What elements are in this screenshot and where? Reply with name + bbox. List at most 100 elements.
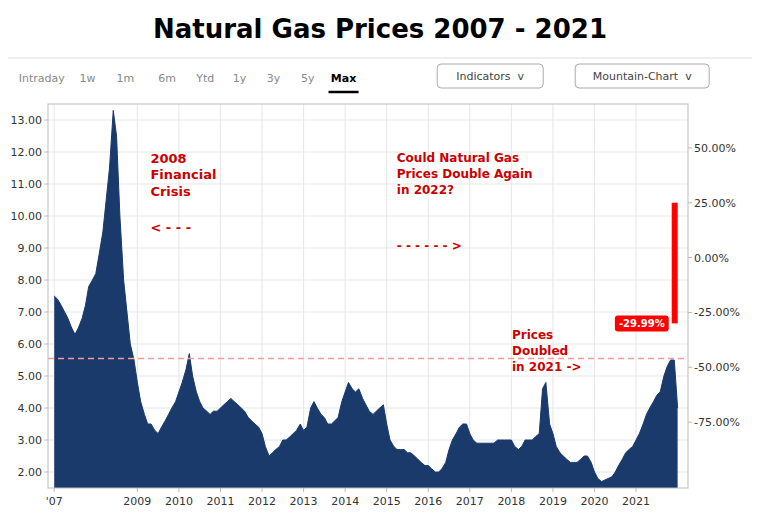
change-badge: -29.99% — [615, 315, 669, 331]
x-tick — [636, 488, 637, 492]
x-tick-label: 2018 — [497, 495, 525, 508]
button-label[interactable]: Mountain-Chart v — [593, 70, 692, 83]
y-tick-label: 7.00 — [18, 306, 43, 319]
x-tick — [178, 488, 179, 492]
x-tick — [54, 488, 55, 492]
x-tick — [386, 488, 387, 492]
button-label[interactable]: Indicators v — [456, 70, 524, 83]
x-tick — [469, 488, 470, 492]
nav-item[interactable]: Intraday — [19, 72, 66, 85]
nav-item[interactable]: Ytd — [195, 72, 214, 85]
x-tick-label: 2010 — [165, 495, 193, 508]
button-frame[interactable] — [575, 64, 709, 88]
y-tick-label: 12.00 — [11, 146, 43, 159]
y-tick — [44, 280, 48, 281]
y-tick-label: 10.00 — [11, 210, 43, 223]
y2-tick-label: 50.00% — [694, 142, 736, 155]
y2-tick — [688, 202, 692, 203]
x-tick — [303, 488, 304, 492]
x-tick-label: 2013 — [290, 495, 318, 508]
grid-line — [48, 152, 688, 153]
nav-item[interactable]: 6m — [158, 72, 176, 85]
x-tick — [511, 488, 512, 492]
x-tick — [137, 488, 138, 492]
y-tick-label: 13.00 — [11, 114, 43, 127]
x-tick-label: 2009 — [123, 495, 151, 508]
chart-canvas: Natural Gas Prices 2007 - 2021 Intraday 1w… — [0, 0, 760, 530]
y2-tick-label: -25.00% — [694, 306, 740, 319]
y2-tick — [688, 147, 692, 148]
plot-frame — [48, 104, 688, 488]
nav-active-underline — [329, 91, 359, 94]
y2-tick-label: -75.00% — [694, 416, 740, 429]
price-area — [54, 110, 677, 488]
y2-tick-label: 25.00% — [694, 197, 736, 210]
change-label: -29.99% — [619, 318, 665, 329]
y-tick — [44, 376, 48, 377]
y-tick — [44, 248, 48, 249]
toolbar-button[interactable]: Indicators v — [437, 64, 543, 88]
y-tick-label: 9.00 — [18, 242, 43, 255]
nav-item[interactable]: 1y — [233, 72, 247, 85]
y-tick-label: 2.00 — [18, 466, 43, 479]
grid-line — [594, 104, 595, 488]
grid-line — [48, 312, 688, 313]
y-tick-label: 4.00 — [18, 402, 43, 415]
y-tick-label: 3.00 — [18, 434, 43, 447]
y-tick — [44, 408, 48, 409]
change-badge-bg — [615, 315, 669, 331]
y-tick-label: 6.00 — [18, 338, 43, 351]
price-line — [54, 110, 677, 481]
y2-tick — [688, 422, 692, 423]
button-frame[interactable] — [437, 64, 543, 88]
nav-item[interactable]: Max — [331, 72, 356, 85]
x-tick — [345, 488, 346, 492]
plot-data — [48, 110, 688, 488]
grid-line — [48, 120, 688, 121]
grid-line — [48, 280, 688, 281]
grid-line — [552, 104, 553, 488]
grid-line — [48, 184, 688, 185]
x-tick — [594, 488, 595, 492]
annotation: PricesDoubledin 2021 -> — [512, 328, 581, 374]
y-tick-label: 11.00 — [11, 178, 43, 191]
nav-item[interactable]: 1m — [117, 72, 135, 85]
x-tick-label: 2021 — [622, 495, 650, 508]
y-tick-label: 5.00 — [18, 370, 43, 383]
change-bar — [672, 203, 678, 324]
separator — [8, 58, 752, 59]
x-tick — [552, 488, 553, 492]
nav-item[interactable]: 3y — [267, 72, 281, 85]
grid-line — [48, 216, 688, 217]
annotation: - - - - - - > — [397, 239, 462, 253]
x-tick — [262, 488, 263, 492]
y-tick-label: 8.00 — [18, 274, 43, 287]
toolbar-button[interactable]: Mountain-Chart v — [575, 64, 709, 88]
x-tick-label: 2012 — [248, 495, 276, 508]
y-tick — [44, 312, 48, 313]
x-tick-label: 2014 — [331, 495, 359, 508]
x-tick — [428, 488, 429, 492]
x-tick-label: 2019 — [539, 495, 567, 508]
x-tick-label: '07 — [46, 495, 63, 508]
y2-tick-label: 0.00% — [694, 252, 729, 265]
y2-tick — [688, 257, 692, 258]
nav-item[interactable]: 5y — [301, 72, 315, 85]
x-tick — [220, 488, 221, 492]
y2-tick — [688, 367, 692, 368]
grid — [48, 104, 688, 488]
axes: 2.00 3.00 4.00 5.00 6.00 7.00 8.00 9.00 10.00 11.… — [11, 114, 740, 508]
y-tick — [44, 216, 48, 217]
title: Natural Gas Prices 2007 - 2021 — [153, 14, 607, 44]
y-tick — [44, 344, 48, 345]
grid-line — [48, 248, 688, 249]
x-tick-label: 2016 — [414, 495, 442, 508]
grid-line — [636, 104, 637, 488]
annotations: 2008FinancialCrisis< - - -Could Natural … — [150, 151, 581, 374]
y-tick — [44, 152, 48, 153]
nav-item[interactable]: 1w — [79, 72, 95, 85]
x-tick-label: 2011 — [206, 495, 234, 508]
y-tick — [44, 472, 48, 473]
y-tick — [44, 120, 48, 121]
reference-line — [48, 358, 688, 360]
